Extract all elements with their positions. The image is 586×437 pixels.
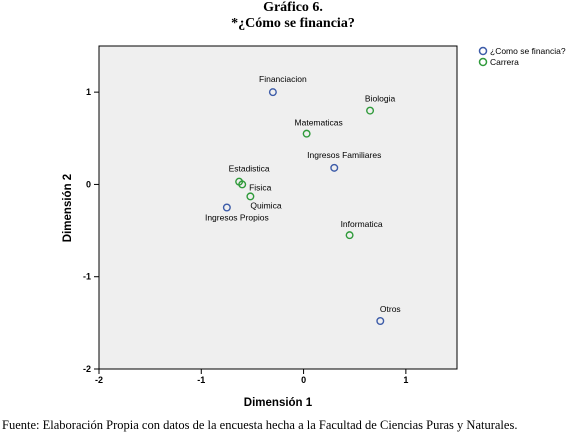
figure-caption: *¿Cómo se financia? (231, 16, 355, 31)
data-point-informatica (345, 231, 354, 240)
legend-label: ¿Como se financia? (490, 46, 566, 56)
legend-marker (478, 57, 488, 67)
y-axis-label: Dimensión 2 (62, 174, 74, 242)
data-point-financiacion (268, 88, 277, 97)
y-tick-label: -1 (83, 272, 91, 282)
data-point-quimica (246, 192, 255, 201)
legend-label: Carrera (490, 57, 519, 67)
y-tick-label: 1 (86, 87, 91, 97)
legend: ¿Como se financia?Carrera (478, 46, 566, 67)
data-point-fisica (238, 180, 247, 189)
point-label: Matematicas (295, 118, 343, 128)
x-tick-label: -2 (95, 375, 103, 385)
source-note: Fuente: Elaboración Propia con datos de … (2, 418, 518, 432)
point-label: Biologia (365, 94, 396, 104)
x-tick-label: 0 (301, 375, 306, 385)
point-label: Estadistica (229, 164, 270, 174)
legend-marker (478, 46, 488, 56)
point-label: Otros (380, 304, 401, 314)
point-label: Financiacion (259, 74, 307, 84)
data-point-otros (376, 317, 385, 326)
point-label: Quimica (250, 200, 281, 210)
y-tick-label: -2 (83, 364, 91, 374)
x-tick-label: 1 (403, 375, 408, 385)
point-label: Ingresos Propios (205, 213, 269, 223)
data-points: Financiacion Ingresos Familiares Ingresos … (205, 74, 401, 326)
point-label: Fisica (249, 182, 271, 192)
figure-number: Gráfico 6. (263, 0, 323, 15)
plot-area (98, 45, 458, 370)
axes: -2 -1 0 1 1 0 -1 -2 (83, 87, 408, 385)
point-label: Informatica (341, 219, 383, 229)
x-axis-label: Dimensión 1 (244, 397, 313, 409)
data-point-biologia (366, 106, 375, 115)
x-tick-label: -1 (197, 375, 205, 385)
data-point-ingresos-propios (222, 203, 231, 212)
data-point-matematicas (302, 129, 311, 138)
data-point-ingresos-familiares (330, 163, 339, 172)
y-tick-label: 0 (86, 179, 91, 189)
point-label: Ingresos Familiares (307, 150, 381, 160)
